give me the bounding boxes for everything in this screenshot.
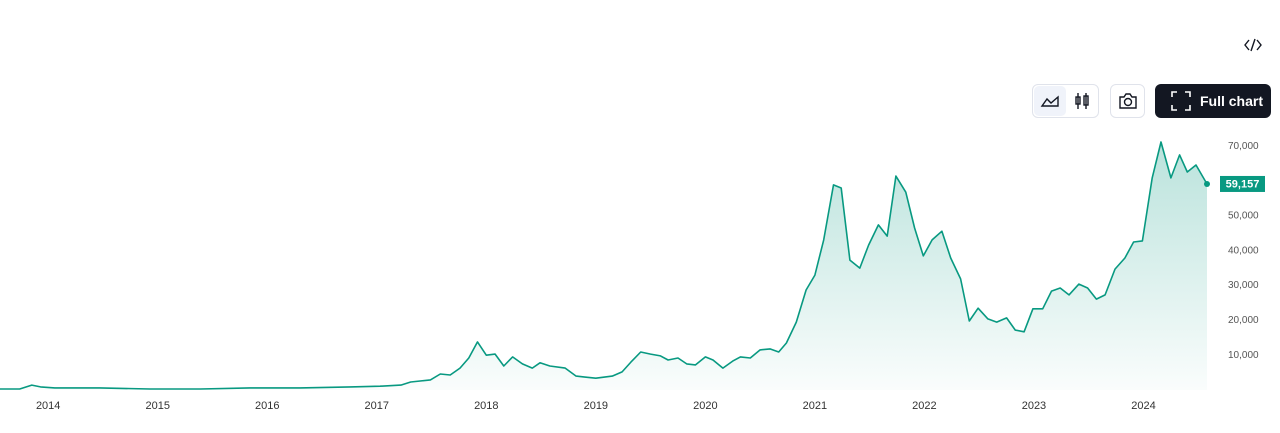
x-tick-label: 2014: [36, 400, 60, 412]
y-tick-label: 30,000: [1228, 280, 1259, 291]
embed-icon[interactable]: [1244, 38, 1262, 52]
price-tag-label: 59,157: [1226, 178, 1260, 190]
x-tick-label: 2016: [255, 400, 279, 412]
x-tick-label: 2017: [365, 400, 389, 412]
area-icon: [1040, 95, 1059, 107]
x-tick-label: 2023: [1022, 400, 1046, 412]
area: [0, 142, 1207, 390]
x-tick-label: 2022: [912, 400, 936, 412]
y-tick-label: 50,000: [1228, 210, 1259, 221]
last-point: [1204, 180, 1210, 187]
y-tick-label: 40,000: [1228, 245, 1259, 256]
y-tick-label: 10,000: [1228, 350, 1259, 361]
fullscreen-icon: [1171, 91, 1191, 111]
area-style-button[interactable]: [1033, 86, 1066, 116]
x-tick-label: 2019: [584, 400, 608, 412]
snapshot-button[interactable]: [1110, 84, 1145, 118]
x-tick-label: 2015: [145, 400, 169, 412]
x-tick-label: 2024: [1131, 400, 1155, 412]
full-chart-label: Full chart: [1200, 93, 1264, 109]
candle-icon: [1074, 93, 1089, 109]
price-tag: [1220, 175, 1265, 192]
y-tick-label: 70,000: [1228, 141, 1259, 152]
camera-icon: [1118, 93, 1137, 109]
x-tick-label: 2020: [693, 400, 717, 412]
x-tick-label: 2021: [803, 400, 827, 412]
line: [0, 141, 1208, 390]
chart-style-toggle: [1032, 84, 1099, 118]
y-tick-label: 20,000: [1228, 315, 1259, 326]
full-chart-button[interactable]: Full chart: [1155, 84, 1271, 118]
x-tick-label: 2018: [474, 400, 498, 412]
candle-style-button[interactable]: [1066, 86, 1098, 116]
